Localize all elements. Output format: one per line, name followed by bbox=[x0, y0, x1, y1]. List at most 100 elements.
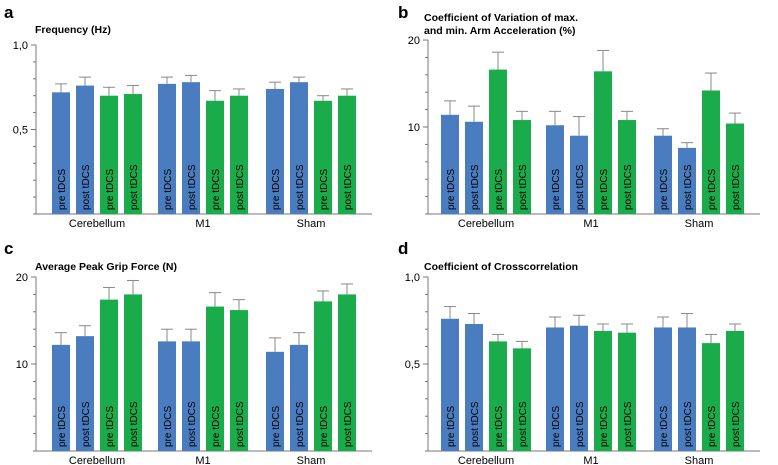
bar-cerebellum-4 bbox=[513, 120, 531, 214]
panel-letter: b bbox=[398, 3, 408, 22]
bar-m1-2 bbox=[182, 82, 200, 215]
bar-cerebellum-3 bbox=[100, 95, 118, 214]
bar-cerebellum-2 bbox=[76, 85, 94, 214]
bar-sham-4 bbox=[726, 123, 744, 214]
bar-label: pre tDCS bbox=[551, 406, 562, 447]
y-tick-label: 20 bbox=[16, 272, 28, 284]
category-label-m1: M1 bbox=[583, 218, 598, 230]
bar-label: post tDCS bbox=[81, 401, 92, 447]
bar-cerebellum-3 bbox=[489, 341, 507, 451]
bar-label: post tDCS bbox=[295, 164, 306, 210]
chart-title: Coefficient of Crosscorrelation bbox=[424, 261, 578, 273]
bar-m1-1 bbox=[546, 327, 564, 451]
bar-label: post tDCS bbox=[343, 401, 354, 447]
chart-panel-b: b Coefficient of Variation of max. and min… bbox=[398, 3, 760, 230]
bar-cerebellum-2 bbox=[76, 336, 94, 451]
bar-m1-4 bbox=[230, 95, 248, 214]
bar-m1-2 bbox=[570, 135, 588, 214]
bar-sham-3 bbox=[702, 90, 720, 214]
bar-sham-2 bbox=[678, 147, 696, 214]
category-label-cerebellum: Cerebellum bbox=[458, 218, 514, 230]
panel-letter: c bbox=[4, 239, 13, 258]
chart-title: Average Peak Grip Force (N) bbox=[35, 261, 177, 273]
panel-letter: a bbox=[4, 3, 14, 22]
bar-label: post tDCS bbox=[683, 401, 694, 447]
bar-label: pre tDCS bbox=[551, 169, 562, 210]
bar-label: pre tDCS bbox=[446, 169, 457, 210]
bar-label: pre tDCS bbox=[271, 406, 282, 447]
bar-label: post tDCS bbox=[129, 164, 140, 210]
bar-cerebellum-3 bbox=[100, 299, 118, 451]
bar-label: post tDCS bbox=[518, 164, 529, 210]
bar-cerebellum-1 bbox=[52, 92, 70, 214]
bar-sham-2 bbox=[678, 327, 696, 451]
bar-sham-1 bbox=[654, 135, 672, 214]
bar-label: post tDCS bbox=[81, 164, 92, 210]
bar-sham-1 bbox=[266, 351, 284, 451]
bar-cerebellum-3 bbox=[489, 69, 507, 214]
bar-m1-1 bbox=[546, 125, 564, 214]
bar-label: pre tDCS bbox=[707, 169, 718, 210]
bar-sham-2 bbox=[290, 344, 308, 451]
bar-label: post tDCS bbox=[575, 164, 586, 210]
category-label-sham: Sham bbox=[297, 218, 326, 230]
bar-label: pre tDCS bbox=[163, 169, 174, 210]
bar-label: pre tDCS bbox=[494, 169, 505, 210]
category-label-sham: Sham bbox=[685, 218, 714, 230]
bar-label: pre tDCS bbox=[57, 169, 68, 210]
bar-label: pre tDCS bbox=[163, 406, 174, 447]
category-label-sham: Sham bbox=[685, 455, 714, 465]
chart-panel-d: d Coefficient of Crosscorrelation 0,5 1,0 pr… bbox=[398, 239, 760, 465]
bar-label: pre tDCS bbox=[57, 406, 68, 447]
bar-label: pre tDCS bbox=[319, 406, 330, 447]
bar-m1-4 bbox=[230, 310, 248, 451]
bar-m1-3 bbox=[206, 306, 224, 451]
bar-label: post tDCS bbox=[187, 401, 198, 447]
chart-panel-a: a Frequency (Hz) 0,5 1,0 pre tDCS post tDCS pr… bbox=[4, 3, 372, 230]
bar-label: post tDCS bbox=[295, 401, 306, 447]
bar-m1-2 bbox=[182, 341, 200, 451]
bar-sham-3 bbox=[702, 343, 720, 451]
bar-sham-1 bbox=[266, 88, 284, 214]
bar-label: post tDCS bbox=[129, 401, 140, 447]
bar-label: post tDCS bbox=[623, 401, 634, 447]
bar-m1-4 bbox=[618, 120, 636, 214]
y-tick-label: 10 bbox=[16, 359, 28, 371]
y-tick-label: 0,5 bbox=[13, 125, 28, 137]
bar-label: post tDCS bbox=[235, 401, 246, 447]
bar-label: pre tDCS bbox=[494, 406, 505, 447]
bar-cerebellum-1 bbox=[441, 114, 459, 214]
bar-cerebellum-1 bbox=[52, 344, 70, 451]
bar-m1-3 bbox=[594, 71, 612, 214]
bar-label: post tDCS bbox=[731, 401, 742, 447]
bar-label: pre tDCS bbox=[105, 406, 116, 447]
bar-label: pre tDCS bbox=[319, 169, 330, 210]
bar-cerebellum-4 bbox=[513, 348, 531, 451]
bar-sham-1 bbox=[654, 327, 672, 451]
bar-label: post tDCS bbox=[623, 164, 634, 210]
bar-label: pre tDCS bbox=[271, 169, 282, 210]
bar-m1-1 bbox=[158, 341, 176, 451]
category-label-cerebellum: Cerebellum bbox=[458, 455, 514, 465]
chart-title: Frequency (Hz) bbox=[35, 24, 111, 36]
bar-m1-1 bbox=[158, 83, 176, 215]
bar-label: post tDCS bbox=[470, 401, 481, 447]
y-tick-label: 1,0 bbox=[405, 272, 420, 284]
category-label-m1: M1 bbox=[195, 218, 210, 230]
bar-m1-4 bbox=[618, 332, 636, 451]
bar-label: pre tDCS bbox=[659, 406, 670, 447]
category-label-m1: M1 bbox=[583, 455, 598, 465]
category-label-m1: M1 bbox=[195, 455, 210, 465]
bar-sham-4 bbox=[338, 95, 356, 214]
bar-label: post tDCS bbox=[683, 164, 694, 210]
chart-panel-c: c Average Peak Grip Force (N) 10 20 pre tDCS… bbox=[4, 239, 372, 465]
bar-label: pre tDCS bbox=[707, 406, 718, 447]
bar-label: pre tDCS bbox=[211, 169, 222, 210]
bar-label: pre tDCS bbox=[599, 406, 610, 447]
bar-m1-3 bbox=[206, 100, 224, 214]
bar-label: post tDCS bbox=[575, 401, 586, 447]
category-label-cerebellum: Cerebellum bbox=[69, 455, 125, 465]
bar-sham-3 bbox=[314, 100, 332, 214]
bar-sham-3 bbox=[314, 301, 332, 451]
